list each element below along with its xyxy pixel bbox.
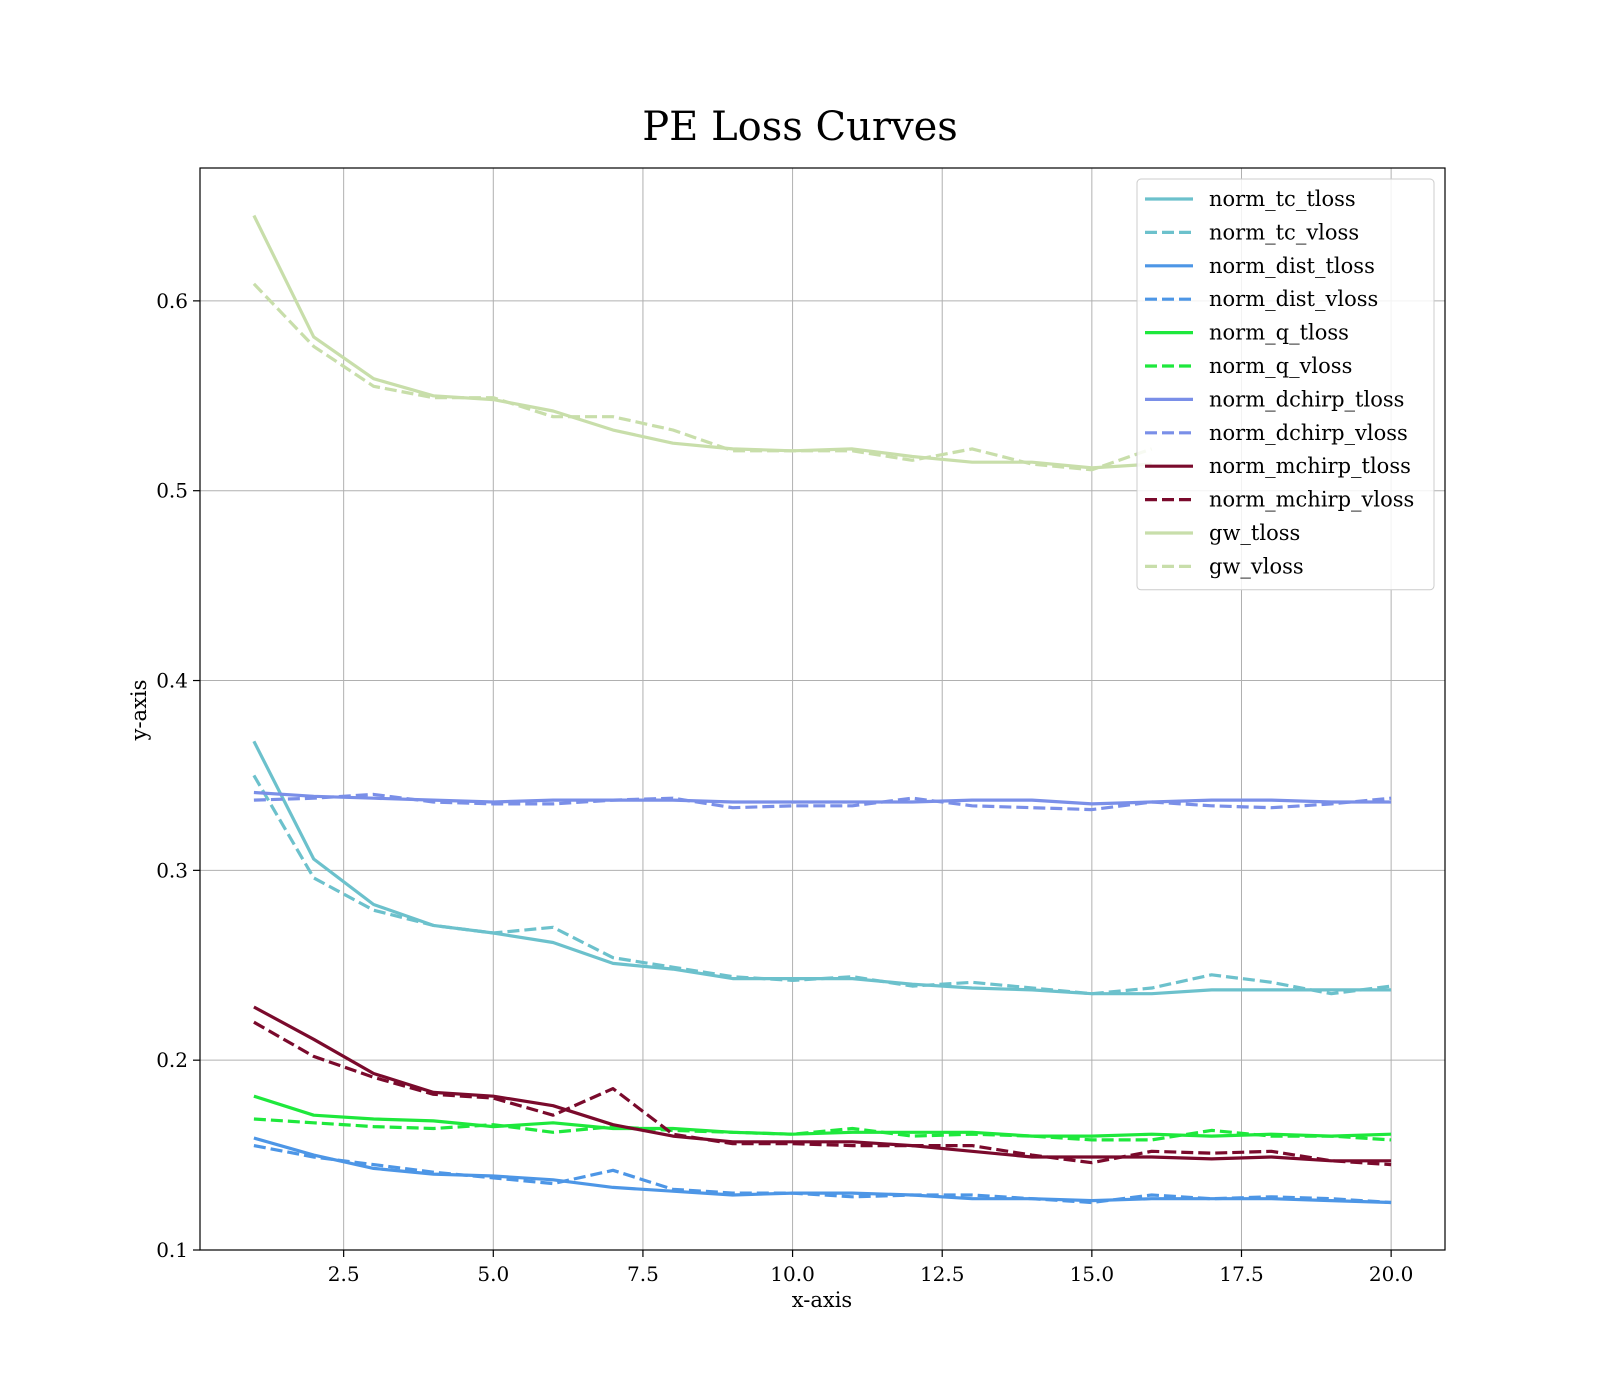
legend-label: gw_tloss xyxy=(1209,521,1300,545)
x-axis-label: x-axis xyxy=(792,1288,852,1312)
x-tick-label: 12.5 xyxy=(920,1262,965,1286)
y-tick-label: 0.5 xyxy=(156,479,188,503)
legend-label: norm_q_tloss xyxy=(1209,321,1349,345)
legend-label: norm_tc_vloss xyxy=(1209,220,1359,244)
legend-label: norm_tc_tloss xyxy=(1209,187,1356,211)
series-line-norm-tc-tloss xyxy=(252,740,1392,996)
y-tick-label: 0.3 xyxy=(156,858,188,882)
x-tick-label: 20.0 xyxy=(1369,1262,1414,1286)
series-line-norm-q-tloss xyxy=(253,1094,1392,1138)
series-line-norm-dchirp-vloss xyxy=(253,792,1392,812)
y-tick-label: 0.4 xyxy=(156,669,188,693)
series-line-norm-mchirp-vloss xyxy=(253,1020,1392,1167)
y-tick-label: 0.2 xyxy=(156,1048,188,1072)
x-tick-label: 5.0 xyxy=(477,1262,509,1286)
series-line-norm-dchirp-tloss xyxy=(253,790,1392,806)
y-tick-label: 0.1 xyxy=(156,1238,188,1262)
axis-ticks: 2.5 5.0 7.5 10.0 12.5 15.0 17.5 20.0 0.1 0.2 0.3 0.… xyxy=(156,289,1413,1286)
series-line-gw-vloss xyxy=(252,282,1153,472)
legend-label: norm_q_vloss xyxy=(1209,354,1352,378)
series-line-norm-tc-vloss xyxy=(252,774,1392,996)
legend-label: gw_vloss xyxy=(1209,554,1304,578)
legend: norm_tc_tloss norm_tc_vloss norm_dist_tlos… xyxy=(1136,178,1435,591)
series-line-norm-q-vloss xyxy=(253,1117,1392,1142)
legend-label: norm_dchirp_tloss xyxy=(1209,387,1404,411)
plot-series xyxy=(252,214,1392,1205)
legend-box xyxy=(1136,178,1435,591)
x-tick-label: 7.5 xyxy=(627,1262,659,1286)
legend-label: norm_mchirp_tloss xyxy=(1209,454,1411,478)
legend-label: norm_dist_vloss xyxy=(1209,287,1378,311)
series-line-gw-tloss xyxy=(252,214,1152,470)
series-line-norm-mchirp-tloss xyxy=(253,1005,1392,1163)
legend-label: norm_dist_tloss xyxy=(1209,254,1375,278)
x-tick-label: 17.5 xyxy=(1219,1262,1264,1286)
x-tick-label: 10.0 xyxy=(770,1262,815,1286)
y-axis-label: y-axis xyxy=(127,680,151,742)
x-tick-label: 2.5 xyxy=(328,1262,360,1286)
y-tick-label: 0.6 xyxy=(156,289,188,313)
plot-frame xyxy=(199,167,1446,1251)
legend-label: norm_mchirp_vloss xyxy=(1209,488,1414,512)
legend-label: norm_dchirp_vloss xyxy=(1209,421,1408,445)
series-line-norm-dist-vloss xyxy=(253,1144,1392,1205)
chart-title: PE Loss Curves xyxy=(642,104,958,150)
x-tick-label: 15.0 xyxy=(1070,1262,1115,1286)
